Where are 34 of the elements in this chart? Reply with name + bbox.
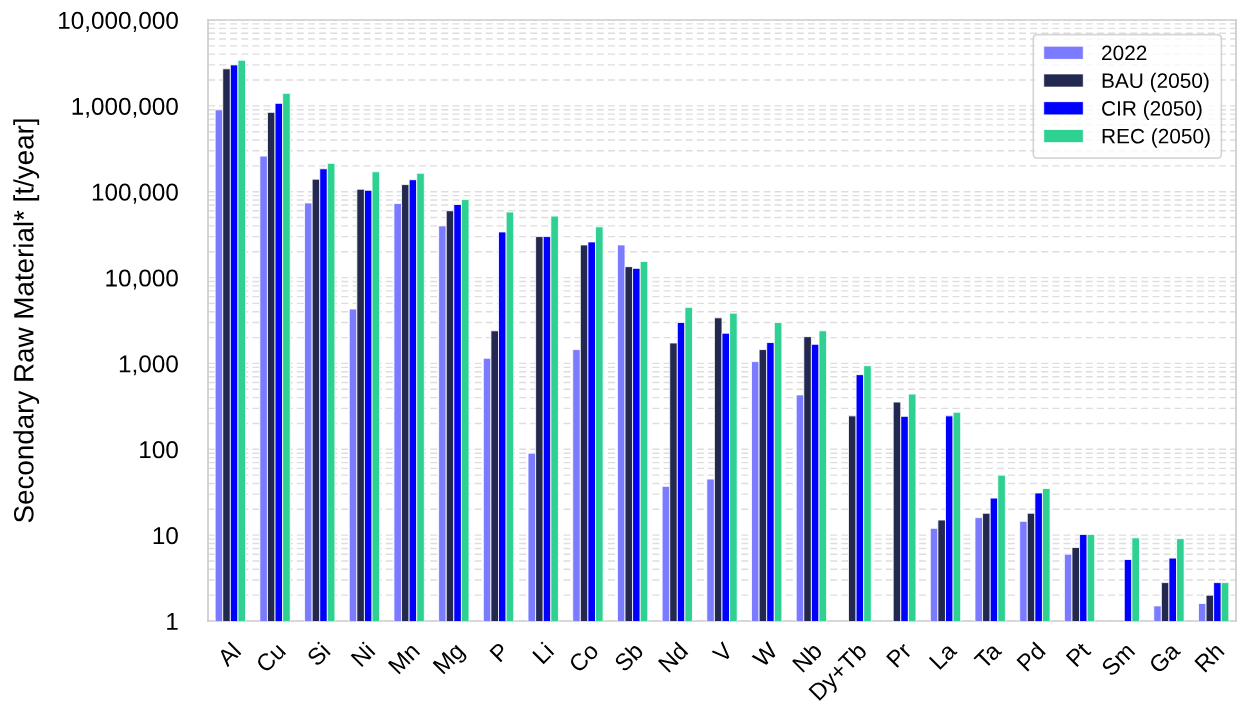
x-tick-label: P <box>489 641 510 663</box>
x-tick-label: Cu <box>254 641 287 674</box>
x-tick-label: Al <box>215 641 242 668</box>
x-tick-label: Ni <box>350 641 376 667</box>
x-tick-label: W <box>751 641 779 669</box>
x-tick-label: Si <box>305 641 331 667</box>
x-tick-label: Nd <box>657 641 689 673</box>
x-tick-label: Ga <box>1147 640 1182 675</box>
x-tick-label: Rh <box>1193 641 1225 673</box>
legend-label: BAU (2050) <box>1102 72 1209 93</box>
x-tick-label: Li <box>531 641 555 665</box>
y-tick-label: 1,000,000 <box>72 97 178 118</box>
x-tick-label: V <box>711 641 735 664</box>
x-tick-label: Pd <box>1015 641 1047 672</box>
y-tick-label: 100 <box>140 441 178 459</box>
y-tick-label: 10,000 <box>106 269 178 290</box>
y-axis-title: Secondary Raw Material* [t/year] <box>13 119 40 523</box>
legend-label: 2022 <box>1102 45 1147 61</box>
legend-label: CIR (2050) <box>1102 100 1202 120</box>
x-tick-label: Mg <box>432 642 469 678</box>
y-tick-label: 1,000 <box>119 355 178 376</box>
x-tick-label: Ta <box>973 641 1003 670</box>
y-tick-label: 100,000 <box>92 183 178 204</box>
x-tick-label: La <box>928 641 958 670</box>
y-tick-label: 1 <box>167 613 178 630</box>
y-tick-label: 10,000,000 <box>59 11 178 32</box>
x-tick-label: Co <box>567 641 600 674</box>
x-tick-label: Mn <box>387 642 421 675</box>
x-tick-label: Pt <box>1065 641 1092 668</box>
y-tick-label: 10 <box>153 526 178 545</box>
x-tick-label: Pr <box>886 641 913 668</box>
legend-label: REC (2050) <box>1102 128 1210 148</box>
x-tick-label: Sm <box>1100 641 1136 677</box>
x-tick-label: Sb <box>612 641 645 673</box>
